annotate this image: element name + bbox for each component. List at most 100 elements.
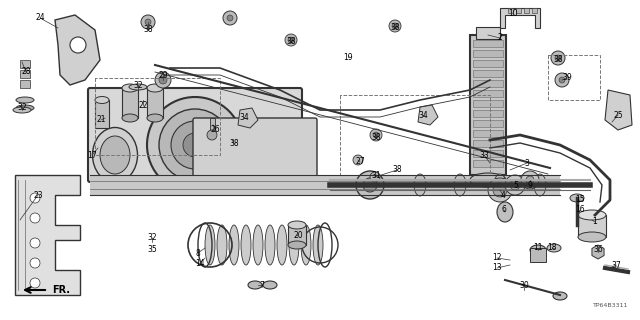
Polygon shape [605,90,632,130]
Text: 14: 14 [195,259,205,268]
Text: 9: 9 [527,180,532,189]
Ellipse shape [288,241,306,249]
Ellipse shape [265,225,275,265]
Polygon shape [500,8,540,28]
Bar [20,60,30,68]
Circle shape [141,15,155,29]
Text: 6: 6 [502,205,506,214]
Ellipse shape [95,97,109,103]
Circle shape [389,20,401,32]
Bar [473,90,503,97]
Text: 22: 22 [138,100,148,109]
Text: 15: 15 [575,196,585,204]
Bar [530,248,546,262]
Circle shape [159,109,231,181]
Text: 34: 34 [418,110,428,119]
Ellipse shape [570,194,584,202]
Text: 16: 16 [575,205,585,214]
Circle shape [370,172,380,182]
Text: 39: 39 [562,74,572,83]
Bar [476,27,500,39]
Bar [473,150,503,157]
Bar [578,215,606,237]
Circle shape [488,178,512,202]
Ellipse shape [414,174,426,196]
Ellipse shape [122,84,138,92]
Ellipse shape [454,174,466,196]
Polygon shape [55,15,100,85]
Circle shape [223,11,237,25]
Ellipse shape [93,127,138,182]
Text: 25: 25 [613,110,623,119]
Circle shape [493,183,507,197]
Ellipse shape [122,114,138,122]
Circle shape [288,37,294,43]
Bar [147,88,163,118]
Ellipse shape [534,174,546,196]
Circle shape [155,72,171,88]
Circle shape [227,15,233,21]
Circle shape [30,213,40,223]
Circle shape [159,76,167,84]
Ellipse shape [289,225,299,265]
Text: 38: 38 [392,165,402,174]
Bar [20,80,30,88]
Text: 5: 5 [513,180,518,189]
Circle shape [370,129,382,141]
Bar [20,70,30,78]
Ellipse shape [217,225,227,265]
Ellipse shape [313,225,323,265]
Text: 38: 38 [371,133,381,142]
Text: 23: 23 [33,190,43,199]
Circle shape [30,278,40,288]
Text: 26: 26 [210,125,220,134]
Ellipse shape [578,232,606,242]
Circle shape [171,121,219,169]
Ellipse shape [494,174,506,196]
Text: 1: 1 [593,218,597,227]
Text: 29: 29 [158,70,168,79]
Ellipse shape [470,173,506,187]
Ellipse shape [205,225,215,265]
Circle shape [356,171,384,199]
Text: 36: 36 [593,245,603,254]
Text: 2: 2 [498,34,502,43]
Ellipse shape [530,245,546,255]
Text: 32: 32 [17,102,27,111]
Ellipse shape [547,244,561,252]
Text: 38: 38 [553,55,563,65]
Polygon shape [90,175,560,195]
Circle shape [183,133,207,157]
Circle shape [285,34,297,46]
Bar [95,100,109,128]
Circle shape [510,180,520,190]
Circle shape [373,132,379,138]
Text: 28: 28 [21,68,31,76]
Bar [473,40,503,47]
Text: 38: 38 [286,37,296,46]
Ellipse shape [100,136,130,174]
Bar [473,130,503,137]
Text: 38: 38 [143,26,153,35]
Ellipse shape [253,225,263,265]
Circle shape [70,37,86,53]
Text: 21: 21 [96,116,106,124]
Polygon shape [15,175,80,295]
Text: 19: 19 [343,52,353,61]
Bar [473,120,503,127]
Circle shape [505,175,525,195]
Ellipse shape [497,202,513,222]
Bar [470,35,506,175]
Bar [473,160,503,167]
Ellipse shape [578,210,606,220]
Text: 4: 4 [500,190,506,199]
Ellipse shape [277,225,287,265]
Circle shape [555,73,569,87]
Bar [473,110,503,117]
Ellipse shape [553,292,567,300]
Circle shape [559,77,565,83]
Ellipse shape [147,84,163,92]
Bar [473,140,503,147]
Circle shape [207,130,217,140]
Text: 20: 20 [293,231,303,241]
